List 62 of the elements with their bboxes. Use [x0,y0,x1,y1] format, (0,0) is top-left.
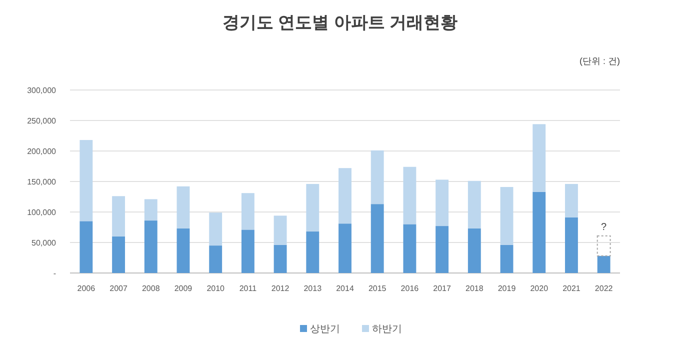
bar [565,184,578,218]
x-tick-label: 2006 [77,284,96,293]
bar [241,193,254,230]
bar [403,166,416,224]
bar [274,244,287,273]
y-tick-label: 300,000 [27,86,57,95]
bar [565,217,578,273]
bar [209,212,222,246]
chart-title: 경기도 연도별 아파트 거래현황 [222,13,458,32]
bar [144,220,158,273]
bar [112,236,125,273]
bar [370,204,384,273]
y-tick-label: 250,000 [27,116,57,126]
bar [468,180,481,228]
bar [80,140,93,222]
x-tick-label: 2017 [433,284,452,293]
x-tick-label: 2010 [206,284,226,293]
bar [241,230,254,273]
x-tick-label: 2020 [530,284,549,293]
bar [436,180,449,226]
bar [306,184,320,232]
bar [80,221,93,273]
x-tick-label: 2016 [400,284,420,293]
bar [500,244,514,273]
bar [112,196,125,236]
bar [468,228,481,273]
bar [532,124,546,192]
x-tick-label: 2008 [142,284,160,293]
x-tick-label: 2015 [368,284,387,293]
x-tick-label: 2013 [304,284,322,293]
x-tick-label: 2011 [239,284,258,293]
x-tick-label: 2012 [271,284,290,293]
text: (단위 : 건) [580,56,620,66]
bar [370,150,384,204]
bar [532,192,546,273]
x-tick-label: 2007 [110,284,128,293]
bar [436,226,449,273]
bar [176,228,190,273]
bar [144,199,158,221]
x-tick-label: 2009 [174,284,193,293]
bar [500,186,514,245]
annotation: ? [601,222,608,233]
y-tick-label: - [53,269,56,278]
x-tick-label: 2018 [466,284,484,293]
legend-label: 하반기 [372,324,402,335]
y-tick-label: 50,000 [32,238,57,248]
bar [209,246,222,273]
bar [597,256,610,273]
x-tick-label: 2022 [594,284,614,293]
bar [176,186,190,228]
bar [403,224,416,273]
y-tick-label: 200,000 [27,147,57,156]
bar [274,216,287,245]
x-tick-label: 2014 [336,284,354,293]
y-tick-label: 150,000 [27,178,57,186]
x-tick-label: 2021 [562,284,581,293]
x-tick-label: 2019 [498,284,516,293]
bar [338,224,352,273]
bar [306,232,320,273]
legend-label: 상반기 [310,324,340,335]
y-tick-label: 100,000 [27,208,57,217]
bar [338,168,352,224]
